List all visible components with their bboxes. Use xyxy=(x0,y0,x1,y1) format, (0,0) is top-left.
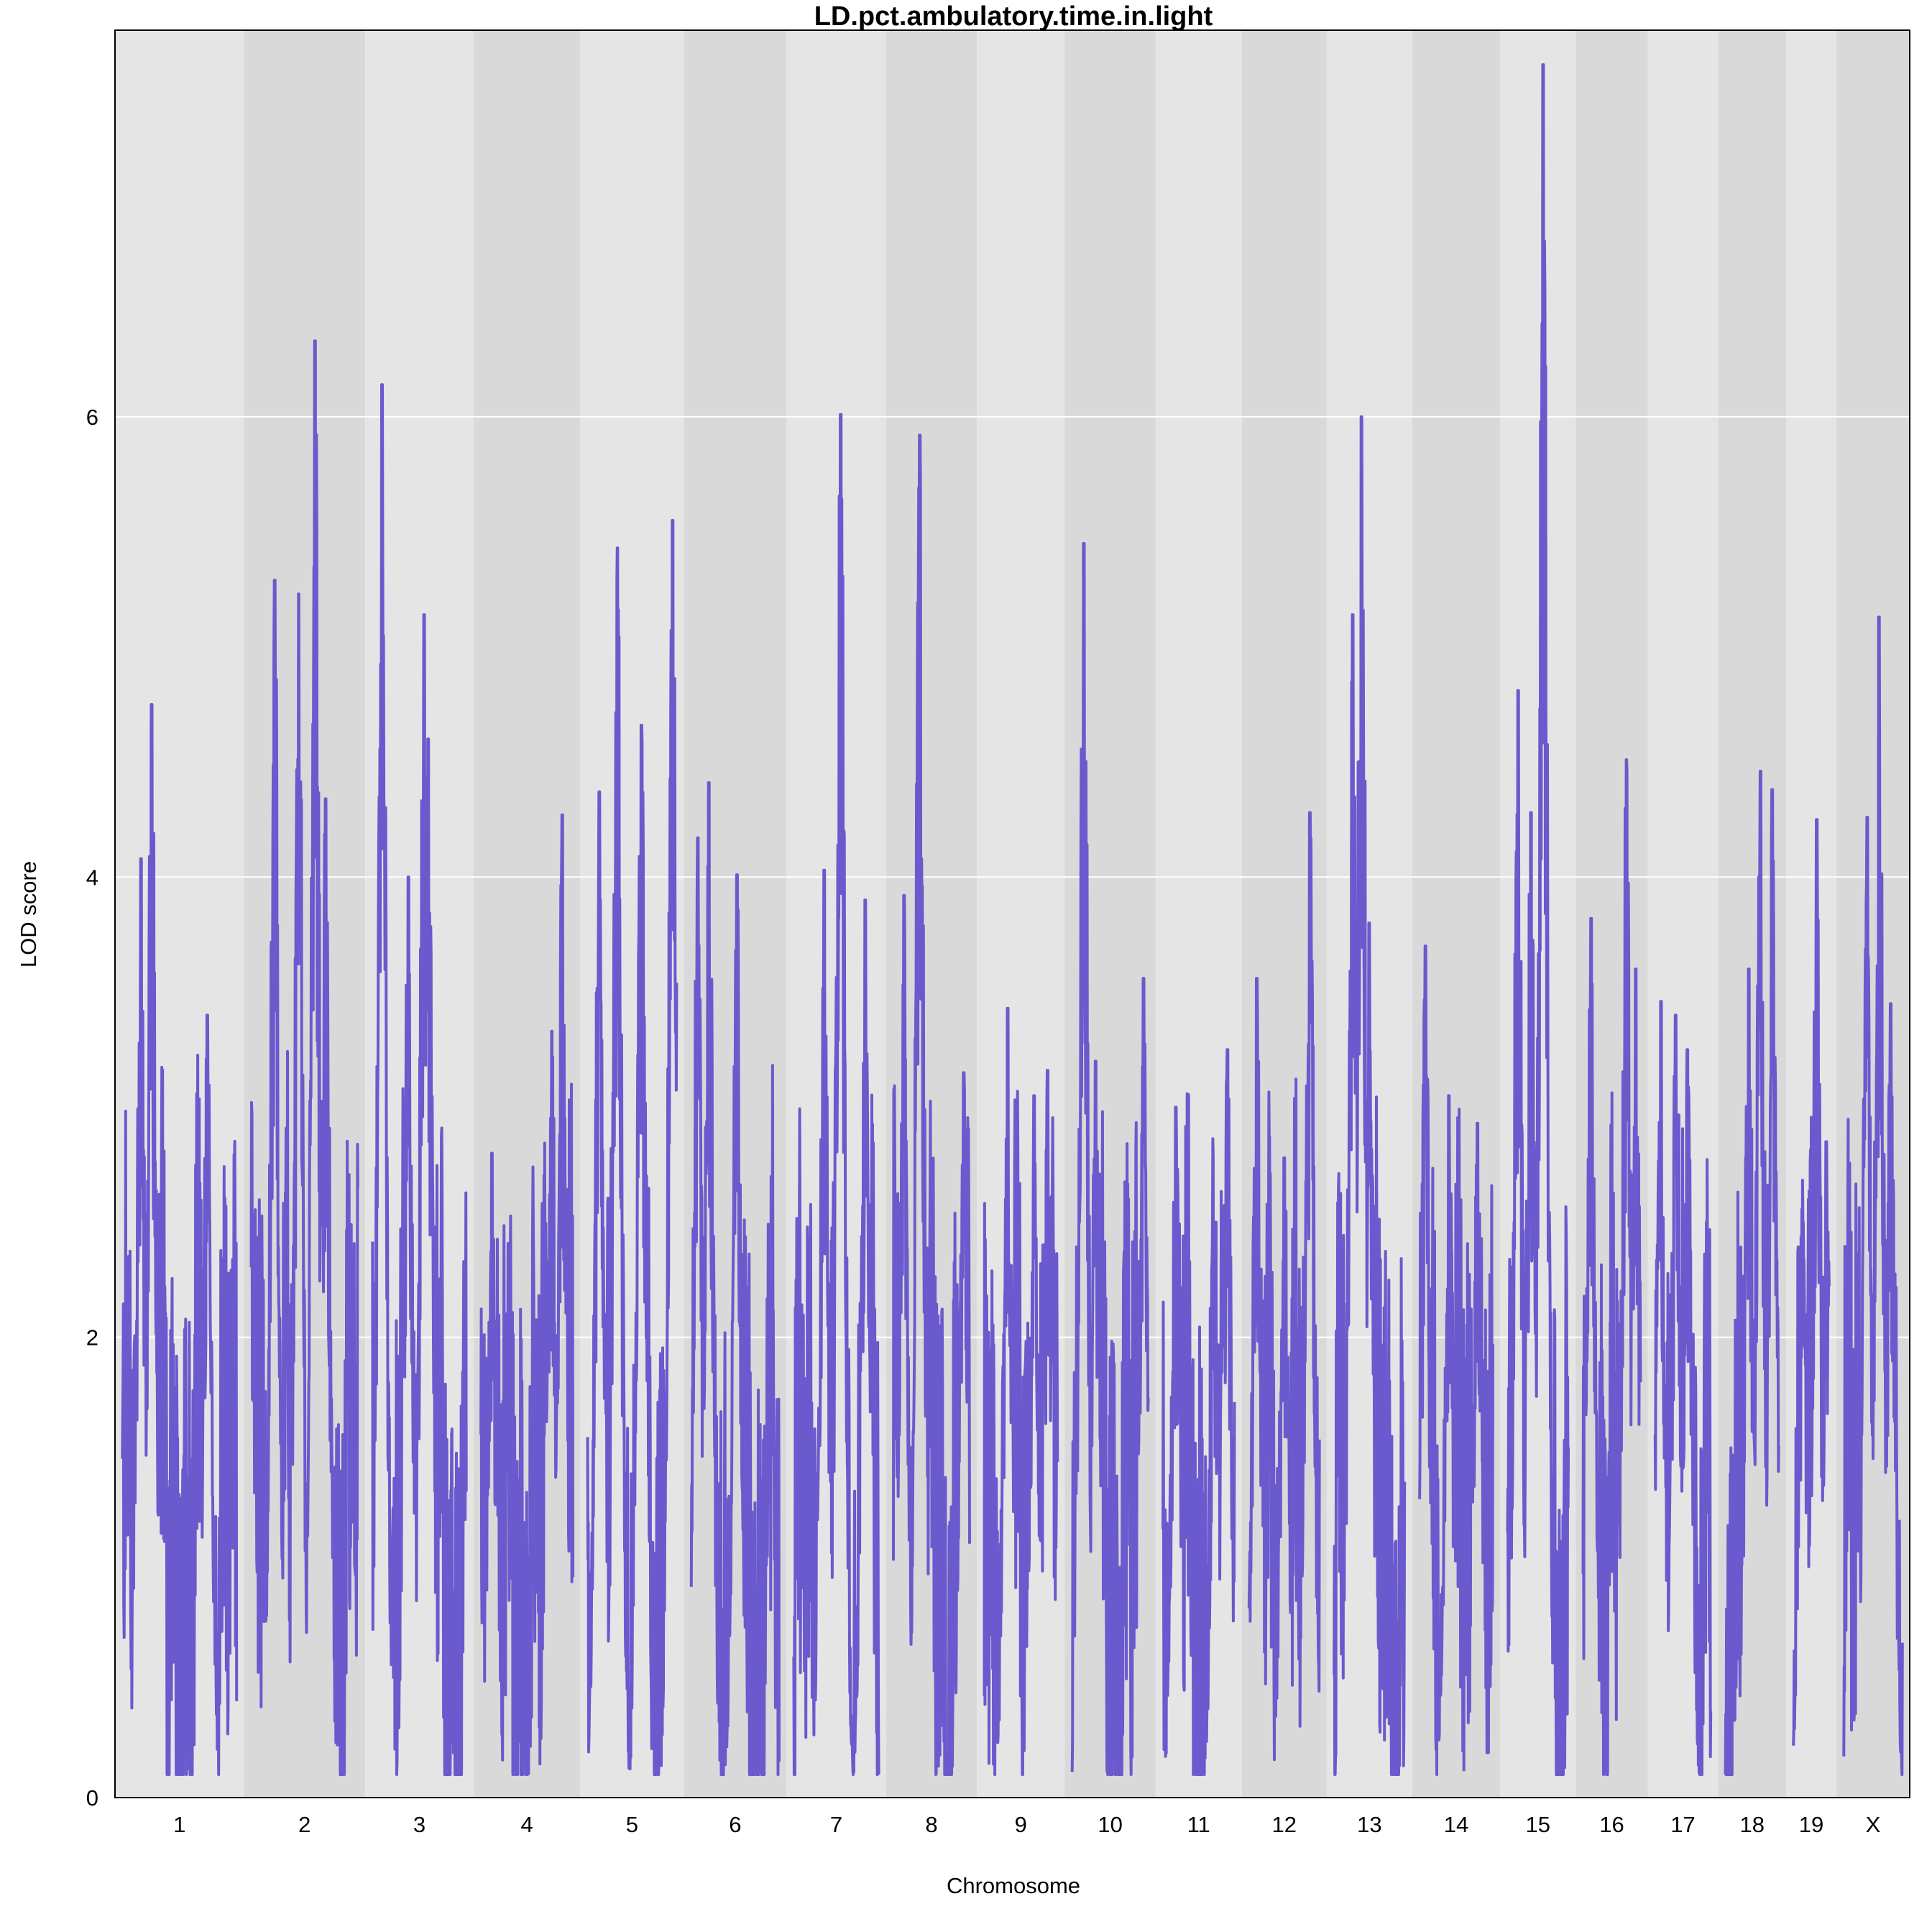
chromosome-band-12 xyxy=(1241,30,1327,1798)
lod-line-chr-6 xyxy=(689,781,781,1776)
lod-line-chr-13 xyxy=(1333,415,1407,1776)
x-tick-label-2: 2 xyxy=(298,1812,310,1837)
x-tick-label-3: 3 xyxy=(413,1812,426,1837)
x-tick-label-6: 6 xyxy=(729,1812,741,1837)
x-tick-label-14: 14 xyxy=(1444,1812,1468,1837)
x-tick-label-5: 5 xyxy=(626,1812,638,1837)
x-tick-label-7: 7 xyxy=(830,1812,842,1837)
plot-frame xyxy=(114,29,1910,1798)
x-tick-label-12: 12 xyxy=(1272,1812,1297,1837)
x-tick-label-13: 13 xyxy=(1357,1812,1381,1837)
y-axis: 0 2 4 6 xyxy=(86,405,98,1811)
x-tick-label-8: 8 xyxy=(925,1812,937,1837)
y-tick-label-6: 6 xyxy=(86,405,98,430)
lod-series xyxy=(121,63,1904,1776)
x-axis-label: Chromosome xyxy=(947,1873,1080,1898)
y-tick-label-4: 4 xyxy=(86,865,98,890)
x-tick-label-x: X xyxy=(1866,1812,1881,1837)
lod-line-chr-5 xyxy=(586,519,678,1776)
lod-line-chr-4 xyxy=(479,813,575,1776)
x-axis: 1 2 3 4 5 6 7 8 9 10 11 12 13 14 15 16 17 18 19 X xyxy=(173,1812,1881,1837)
x-tick-label-17: 17 xyxy=(1670,1812,1695,1837)
lod-line-chr-12 xyxy=(1247,811,1321,1762)
y-axis-label: LOD score xyxy=(16,861,41,967)
x-tick-label-18: 18 xyxy=(1739,1812,1764,1837)
x-tick-label-9: 9 xyxy=(1015,1812,1027,1837)
x-tick-label-10: 10 xyxy=(1098,1812,1122,1837)
lod-line-chr-15 xyxy=(1506,63,1570,1776)
x-tick-label-19: 19 xyxy=(1799,1812,1823,1837)
y-tick-label-2: 2 xyxy=(86,1325,98,1351)
lod-line-chr-10 xyxy=(1070,542,1150,1776)
lod-line-chr-9 xyxy=(983,1006,1059,1776)
lod-line-chr-x xyxy=(1842,615,1904,1776)
x-tick-label-1: 1 xyxy=(173,1812,185,1837)
lod-line-chr-2 xyxy=(249,339,359,1776)
chart-title: LD.pct.ambulatory.time.in.light xyxy=(814,1,1213,32)
lod-line-chr-17 xyxy=(1653,1000,1713,1776)
x-tick-label-16: 16 xyxy=(1599,1812,1624,1837)
lod-line-chr-18 xyxy=(1724,770,1780,1776)
lod-line-chr-8 xyxy=(892,433,971,1776)
lod-line-chr-3 xyxy=(371,383,468,1776)
x-tick-label-11: 11 xyxy=(1187,1812,1210,1837)
chromosome-band-17 xyxy=(1647,30,1719,1798)
x-tick-label-15: 15 xyxy=(1525,1812,1550,1837)
lod-line-chr-19 xyxy=(1792,818,1831,1746)
lod-line-chr-11 xyxy=(1162,1048,1236,1776)
lod-line-chr-14 xyxy=(1418,944,1494,1776)
y-tick-label-0: 0 xyxy=(86,1785,98,1811)
lod-line-chr-1 xyxy=(121,703,239,1776)
x-tick-label-4: 4 xyxy=(520,1812,533,1837)
chromosome-band-19 xyxy=(1786,30,1837,1798)
lod-line-chr-7 xyxy=(792,413,880,1776)
lod-line-chr-16 xyxy=(1581,758,1642,1776)
